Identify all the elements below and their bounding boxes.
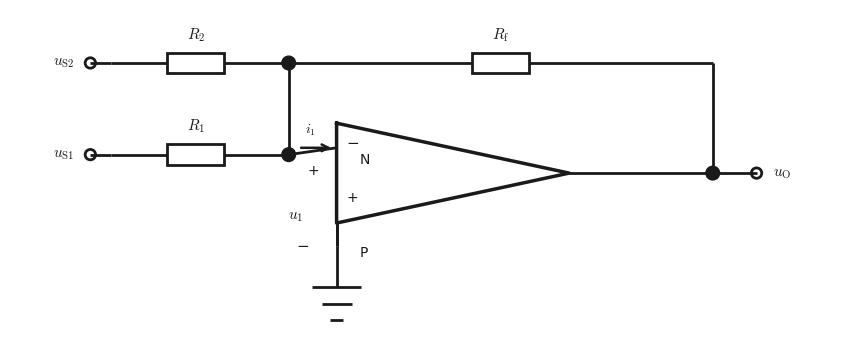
Circle shape	[706, 166, 720, 180]
Text: $R_{\mathrm{f}}$: $R_{\mathrm{f}}$	[492, 26, 510, 44]
Text: $u_{\mathrm{S2}}$: $u_{\mathrm{S2}}$	[53, 55, 74, 71]
Text: −: −	[346, 136, 359, 151]
Text: +: +	[307, 164, 319, 178]
Circle shape	[282, 148, 295, 162]
Text: $R_2$: $R_2$	[186, 26, 205, 44]
Text: +: +	[346, 191, 357, 205]
Text: P: P	[360, 246, 368, 260]
Bar	[167, 53, 225, 73]
Bar	[167, 145, 225, 165]
Text: $u_{\mathrm{O}}$: $u_{\mathrm{O}}$	[773, 166, 791, 181]
Text: $u_{\mathrm{S1}}$: $u_{\mathrm{S1}}$	[53, 147, 74, 162]
Text: $i_1$: $i_1$	[306, 123, 316, 138]
Bar	[472, 53, 529, 73]
Text: −: −	[296, 239, 309, 254]
Circle shape	[282, 56, 295, 70]
Text: N: N	[360, 153, 370, 167]
Text: $R_1$: $R_1$	[186, 118, 205, 135]
Text: $u_1$: $u_1$	[288, 209, 303, 224]
